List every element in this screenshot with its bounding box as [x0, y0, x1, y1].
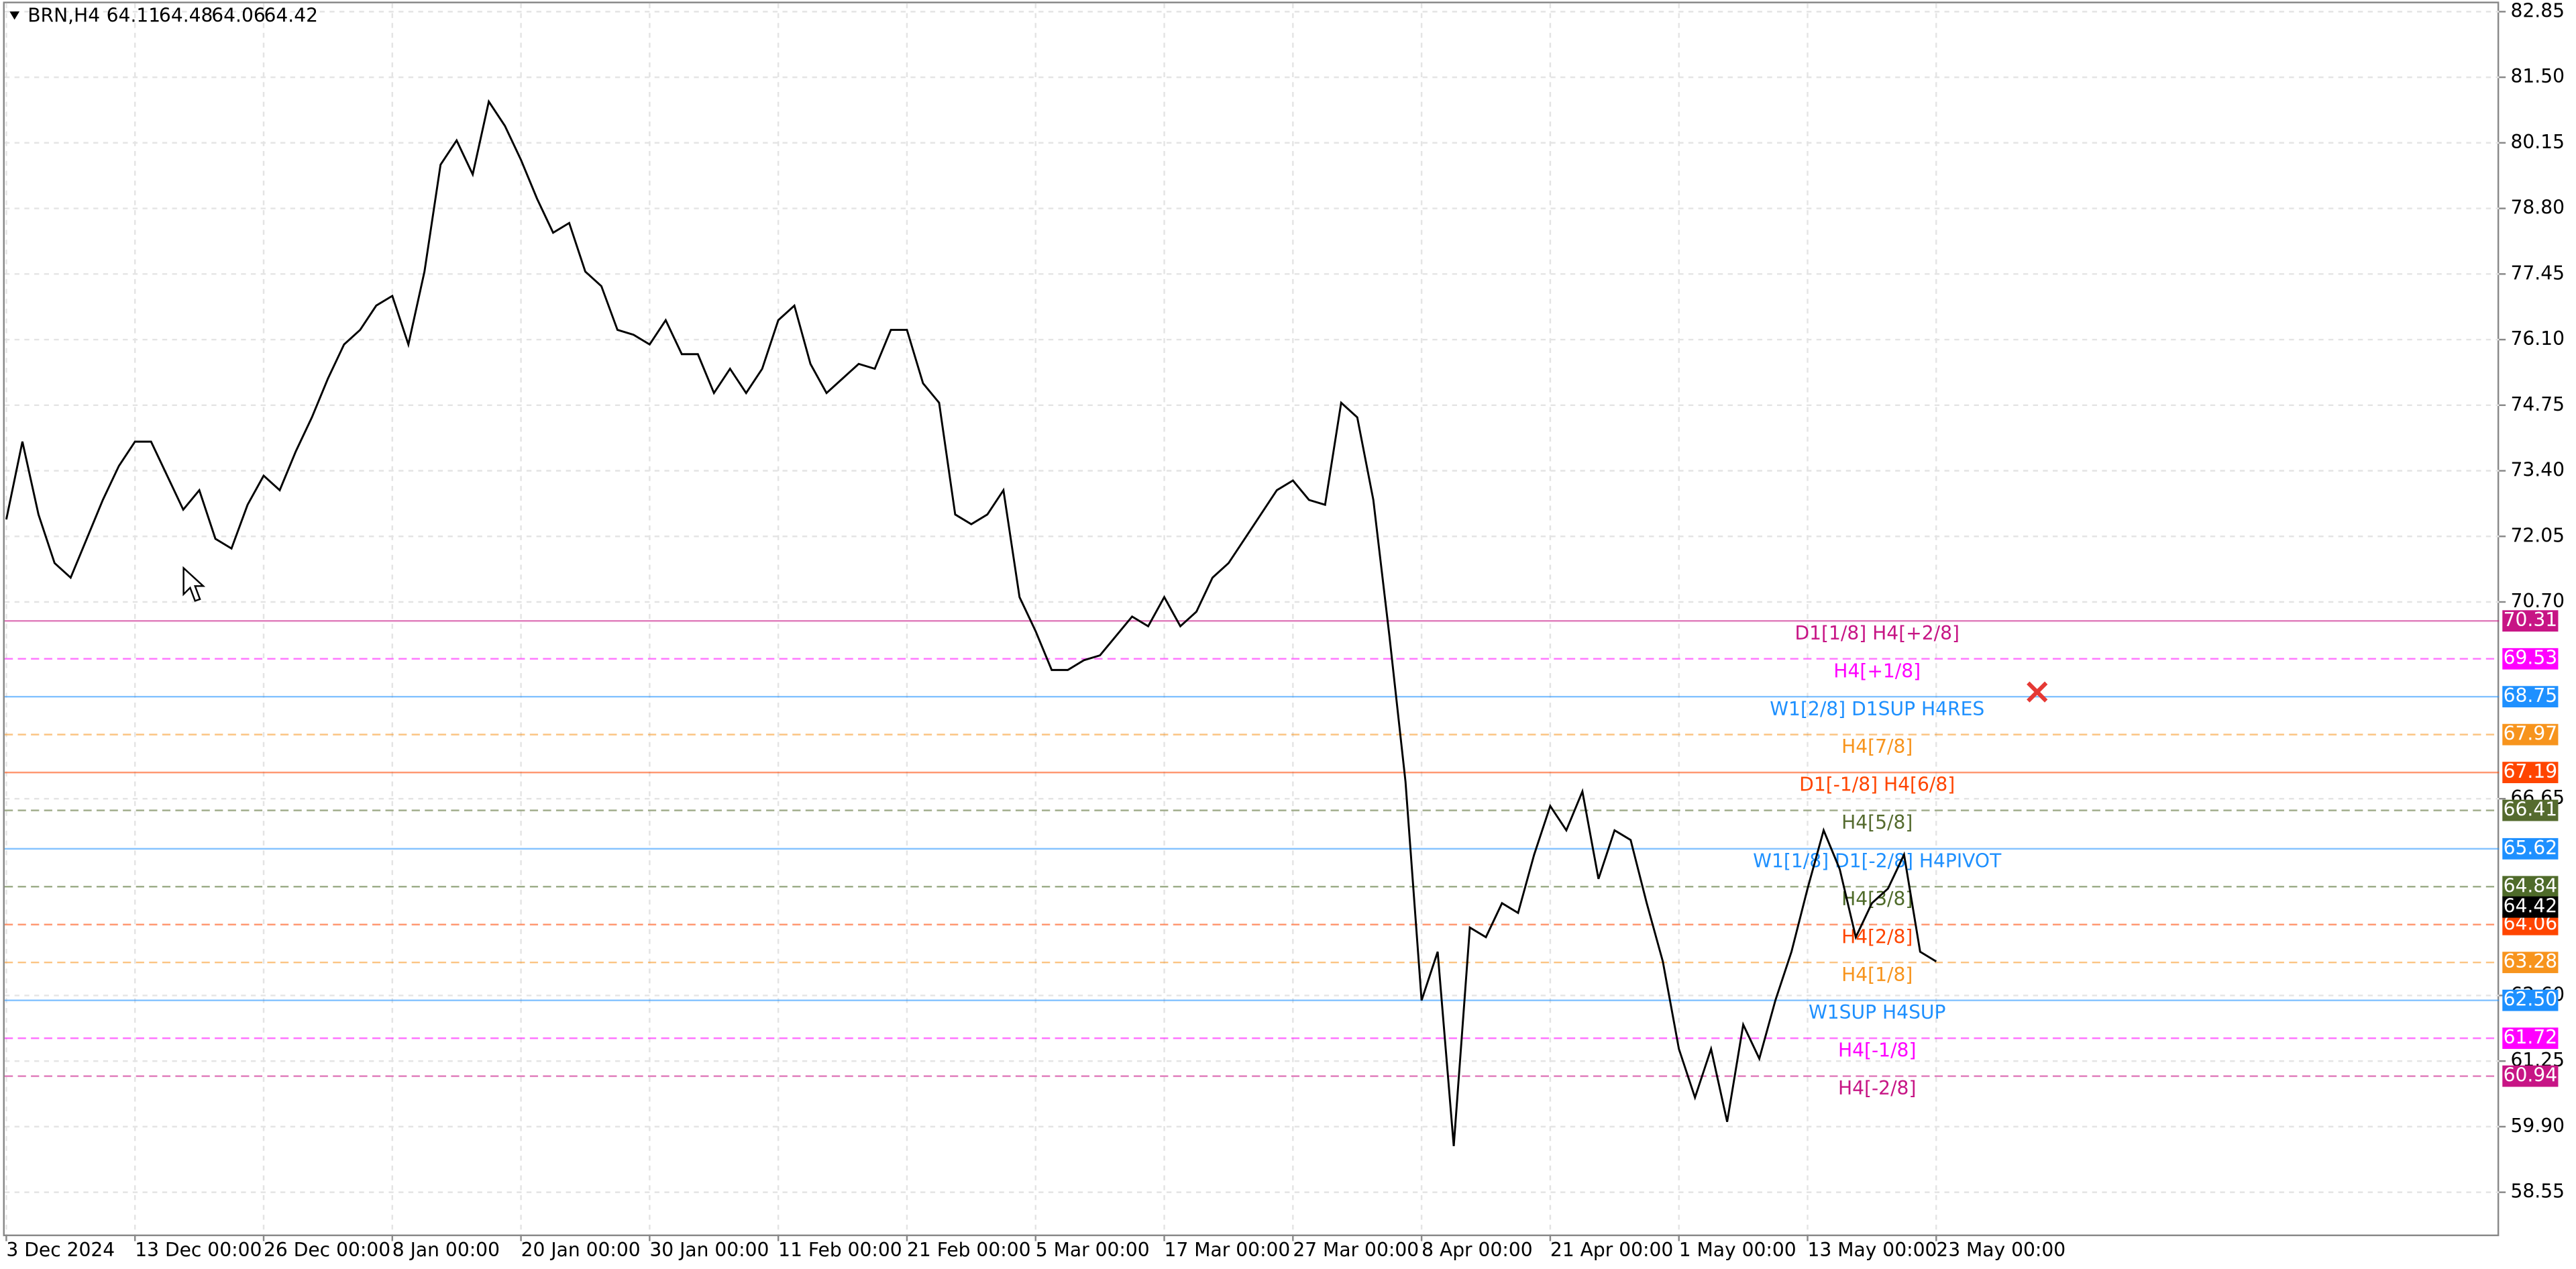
x-tick-label: 13 Dec 00:00 [135, 1239, 262, 1261]
level-name: W1SUP H4SUP [1809, 1001, 1945, 1023]
delete-marker[interactable] [2027, 681, 2048, 703]
level-name: H4[+1/8] [1833, 660, 1921, 682]
symbol: BRN,H4 [28, 4, 100, 26]
x-tick-label: 8 Jan 00:00 [392, 1239, 500, 1261]
level-name: W1[1/8] D1[-2/8] H4PIVOT [1753, 850, 2002, 872]
y-tick-label: 73.40 [2511, 459, 2565, 481]
y-tick-label: 70.70 [2511, 590, 2565, 612]
high: 64.48 [159, 4, 213, 26]
price-box-label: 63.28 [2504, 950, 2558, 972]
close: 64.42 [264, 4, 319, 26]
level-name: D1[1/8] H4[+2/8] [1794, 622, 1960, 644]
y-tick-label: 78.80 [2511, 197, 2565, 219]
x-tick-label: 21 Apr 00:00 [1550, 1239, 1673, 1261]
header: BRN,H4 64.11 64.48 64.06 64.42 [9, 4, 318, 26]
price-box-label: 60.94 [2504, 1064, 2558, 1086]
price-box [2502, 952, 2559, 974]
open: 64.11 [107, 4, 161, 26]
price-box [2502, 723, 2559, 746]
price-box-label: 67.97 [2504, 723, 2558, 745]
y-tick-label: 58.55 [2511, 1180, 2565, 1203]
price-box [2502, 837, 2559, 860]
y-tick-label: 77.45 [2511, 262, 2565, 284]
price-box [2502, 1065, 2559, 1087]
price-box [2502, 1027, 2559, 1050]
y-tick-label: 74.75 [2511, 393, 2565, 415]
x-tick-label: 11 Feb 00:00 [778, 1239, 902, 1261]
x-tick-label: 1 May 00:00 [1679, 1239, 1796, 1261]
x-tick-label: 3 Dec 2024 [6, 1239, 115, 1261]
x-tick-label: 17 Mar 00:00 [1165, 1239, 1291, 1261]
level-name: H4[-1/8] [1838, 1039, 1916, 1062]
price-box-label: 67.19 [2504, 760, 2558, 782]
level-name: H4[-2/8] [1838, 1077, 1916, 1099]
price-box [2502, 799, 2559, 821]
price-box [2502, 648, 2559, 670]
menu-arrow [9, 11, 19, 20]
y-tick-label: 81.50 [2511, 65, 2565, 87]
low: 64.06 [211, 4, 266, 26]
price-box-label: 62.50 [2504, 988, 2558, 1011]
level-name: H4[5/8] [1841, 811, 1913, 833]
price-box-label: 69.53 [2504, 647, 2558, 669]
x-tick-label: 5 Mar 00:00 [1036, 1239, 1150, 1261]
x-tick-label: 26 Dec 00:00 [264, 1239, 390, 1261]
y-tick-label: 76.10 [2511, 327, 2565, 350]
x-tick-label: 30 Jan 00:00 [649, 1239, 769, 1261]
price-box-label: 68.75 [2504, 684, 2558, 707]
price-box-label: 61.72 [2504, 1026, 2558, 1048]
price-box [2502, 762, 2559, 784]
level-name: W1[2/8] D1SUP H4RES [1770, 698, 1984, 720]
level-name: H4[7/8] [1841, 735, 1913, 758]
price-box-label: 64.84 [2504, 874, 2558, 897]
price-box-label: 70.31 [2504, 609, 2558, 631]
x-tick-label: 20 Jan 00:00 [521, 1239, 641, 1261]
level-name: D1[-1/8] H4[6/8] [1799, 774, 1955, 796]
level-name: H4[1/8] [1841, 964, 1913, 986]
y-tick-label: 72.05 [2511, 524, 2565, 546]
x-tick-label: 21 Feb 00:00 [907, 1239, 1031, 1261]
price-line [5, 99, 1937, 1146]
price-box [2502, 610, 2559, 632]
x-tick-label: 13 May 00:00 [1808, 1239, 1937, 1261]
level-name: H4[2/8] [1841, 925, 1913, 948]
y-tick-label: 80.15 [2511, 131, 2565, 153]
cursor [182, 566, 206, 602]
y-tick-label: 82.85 [2511, 0, 2565, 21]
x-tick-label: 23 May 00:00 [1936, 1239, 2065, 1261]
price-box-label: 66.41 [2504, 799, 2558, 821]
price-box [2502, 876, 2559, 898]
y-tick-label: 59.90 [2511, 1115, 2565, 1137]
plot-frame [3, 1, 2500, 1237]
price-box-label: 65.62 [2504, 837, 2558, 859]
x-tick-label: 27 Mar 00:00 [1293, 1239, 1419, 1261]
current-price-box [2502, 896, 2559, 918]
price-box [2502, 686, 2559, 708]
current-price-label: 64.42 [2504, 895, 2558, 917]
price-box [2502, 989, 2559, 1011]
x-tick-label: 8 Apr 00:00 [1421, 1239, 1532, 1261]
